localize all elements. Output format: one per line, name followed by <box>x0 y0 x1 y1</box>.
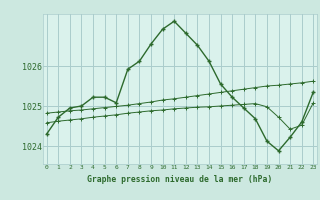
X-axis label: Graphe pression niveau de la mer (hPa): Graphe pression niveau de la mer (hPa) <box>87 175 273 184</box>
